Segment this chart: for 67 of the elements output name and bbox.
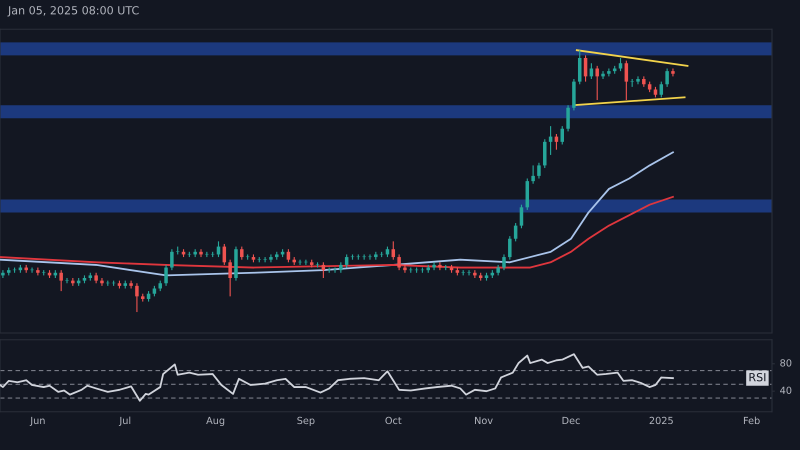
candlestick <box>222 243 226 266</box>
candlestick <box>310 259 314 268</box>
candlestick <box>502 254 506 271</box>
candlestick <box>496 264 500 276</box>
x-tick-label: Feb <box>744 416 760 424</box>
x-tick-label: Jun <box>30 416 45 426</box>
candlestick <box>228 259 232 297</box>
candlestick <box>618 58 622 72</box>
candlestick <box>642 76 646 88</box>
candlestick <box>590 62 594 80</box>
x-tick-label: 2025 <box>650 416 673 424</box>
y-tick-label: 40 <box>780 386 792 394</box>
y-tick-label: 80 <box>780 359 792 367</box>
candlestick <box>426 264 430 274</box>
candlestick <box>584 54 588 82</box>
candlestick <box>543 138 547 169</box>
x-tick-label: Nov <box>475 416 493 424</box>
candlestick <box>170 248 174 271</box>
candlestick <box>59 270 63 292</box>
candlestick <box>566 104 570 132</box>
candlestick <box>548 126 552 156</box>
candlestick <box>146 290 150 302</box>
x-tick-label: Aug <box>206 416 224 426</box>
x-tick-label: Sep <box>297 416 315 426</box>
candlestick <box>648 81 652 93</box>
x-tick-label: Oct <box>385 416 402 424</box>
candlestick <box>444 264 448 271</box>
candlestick <box>660 81 664 98</box>
candlestick <box>578 50 582 85</box>
candlestick <box>24 264 28 274</box>
candlestick <box>520 204 524 229</box>
candlestick <box>514 222 518 242</box>
candlestick <box>42 270 46 276</box>
candlestick <box>508 236 512 260</box>
candlestick <box>94 272 98 284</box>
candlestick <box>537 162 541 180</box>
candlestick <box>141 293 144 302</box>
candlestick <box>665 68 669 88</box>
candlestick <box>560 126 564 146</box>
candlestick <box>164 264 168 286</box>
candlestick <box>386 246 390 258</box>
candlestick <box>258 256 262 263</box>
candlestick <box>624 60 628 101</box>
candlestick <box>286 248 290 263</box>
candlestick <box>392 240 396 260</box>
candlestick <box>339 262 343 274</box>
candlestick <box>322 262 326 279</box>
candlestick <box>158 280 162 292</box>
x-tick-label: Dec <box>562 416 580 424</box>
candlestick <box>654 86 658 98</box>
candlestick <box>176 246 180 255</box>
candlestick <box>595 65 599 101</box>
candlestick <box>106 280 110 286</box>
candlestick <box>397 254 401 271</box>
candlestick <box>531 164 535 184</box>
candlestick <box>152 285 156 297</box>
x-tick-label: Jul <box>118 416 130 426</box>
candlestick <box>554 133 558 150</box>
candlestick <box>216 240 220 258</box>
candlestick <box>409 266 413 274</box>
candlestick <box>461 270 465 276</box>
text: RSI <box>749 372 766 382</box>
line-series <box>0 353 674 402</box>
candlestick <box>240 246 244 260</box>
candlestick <box>344 254 348 268</box>
text: Jan 05, 2025 08:00 UTC <box>7 6 139 17</box>
candlestick <box>135 282 139 313</box>
